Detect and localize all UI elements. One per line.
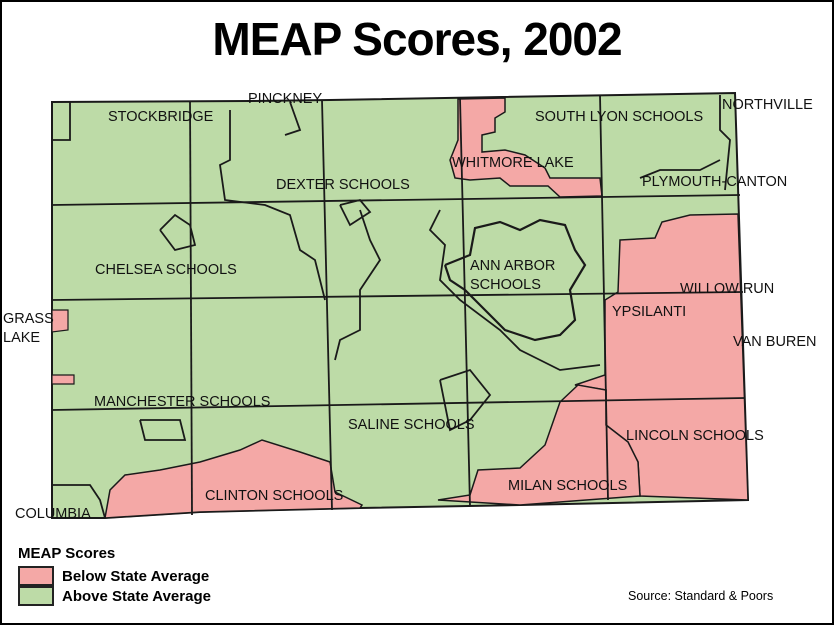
label-chelsea: CHELSEA SCHOOLS [95, 262, 237, 278]
label-stockbridge: STOCKBRIDGE [108, 109, 214, 125]
label-pinckney: PINCKNEY [248, 91, 322, 107]
legend-label-above: Above State Average [62, 587, 211, 605]
label-manchester: MANCHESTER SCHOOLS [94, 394, 270, 410]
region-grass-lake-1 [51, 309, 69, 333]
label-dexter: DEXTER SCHOOLS [276, 177, 410, 193]
legend-swatch-below [18, 566, 54, 586]
legend-item-below: Below State Average [18, 566, 209, 586]
label-grass: GRASS [3, 311, 54, 327]
legend-item-above: Above State Average [18, 586, 211, 606]
label-milan: MILAN SCHOOLS [508, 478, 627, 494]
label-ann-arbor-schools: SCHOOLS [470, 277, 541, 293]
label-northville: NORTHVILLE [722, 97, 813, 113]
label-saline: SALINE SCHOOLS [348, 417, 475, 433]
legend-title: MEAP Scores [18, 545, 116, 562]
source-note: Source: Standard & Poors [628, 589, 774, 603]
label-lake: LAKE [3, 330, 40, 346]
label-van-buren: VAN BUREN [733, 334, 817, 350]
label-columbia: COLUMBIA [15, 506, 91, 522]
legend-swatch-above [18, 586, 54, 606]
label-lincoln: LINCOLN SCHOOLS [626, 428, 764, 444]
label-whitmore-lake: WHITMORE LAKE [452, 155, 574, 171]
label-plymouth-canton: PLYMOUTH-CANTON [642, 174, 787, 190]
label-ann-arbor: ANN ARBOR [470, 258, 555, 274]
label-south-lyon: SOUTH LYON SCHOOLS [535, 109, 703, 125]
region-milan [437, 384, 641, 506]
region-clinton [104, 439, 364, 519]
district-boundaries [51, 94, 746, 519]
legend-label-below: Below State Average [62, 567, 210, 585]
ann-arbor-city [443, 218, 587, 342]
map-title: MEAP Scores, 2002 [212, 13, 622, 65]
label-ypsilanti: YPSILANTI [612, 304, 686, 320]
label-willow-run: WILLOW RUN [680, 281, 774, 297]
label-clinton: CLINTON SCHOOLS [205, 488, 343, 504]
region-grass-lake-2 [51, 374, 75, 385]
